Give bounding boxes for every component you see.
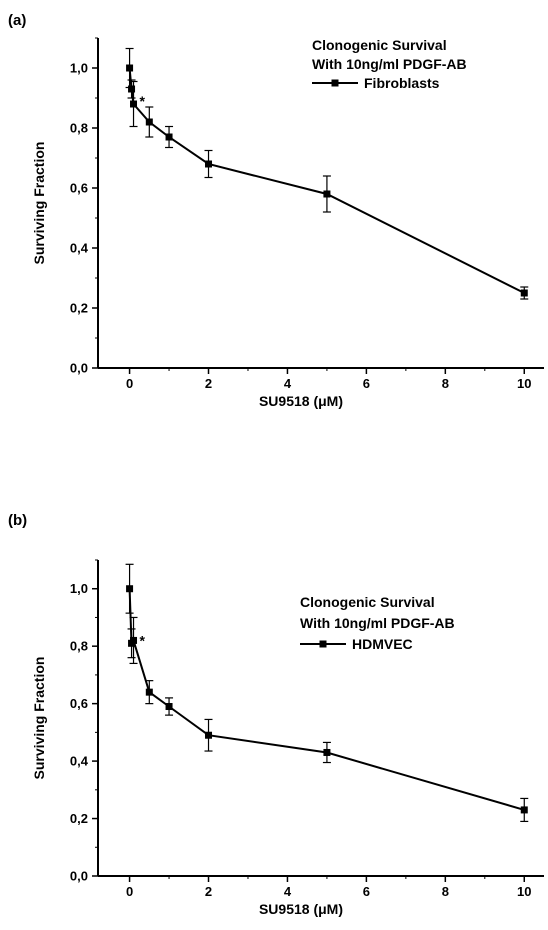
- significance-annotation: *: [140, 632, 146, 648]
- data-point: [126, 64, 134, 72]
- significance-annotation: *: [140, 93, 146, 109]
- data-point: [145, 118, 153, 126]
- x-tick-label: 6: [363, 376, 370, 391]
- x-tick-label: 2: [205, 884, 212, 899]
- data-point: [128, 85, 136, 93]
- y-tick-label: 0,0: [70, 361, 88, 376]
- chart-panel-b: (b) 0,0 0,2 0,4 0,6 0,8 1,0 0 2 4 6 8 10 SU9518 (μM)…: [0, 500, 548, 930]
- panel-label: (b): [8, 512, 28, 529]
- x-tick-label: 10: [517, 376, 531, 391]
- y-tick-label: 0,2: [70, 301, 88, 316]
- data-point: [323, 748, 331, 756]
- legend-title-line: Clonogenic Survival: [300, 594, 435, 610]
- x-tick-label: 4: [284, 884, 292, 899]
- x-tick-label: 8: [442, 376, 449, 391]
- y-tick-label: 0,4: [70, 241, 89, 256]
- legend-series-name: Fibroblasts: [364, 75, 440, 91]
- x-tick-label: 0: [126, 884, 133, 899]
- data-point: [130, 636, 138, 644]
- y-axis-title: Surviving Fraction: [31, 142, 47, 265]
- chart-panel-a: (a) 0,0 0,2 0,4 0,6 0,8 1,0 0 2 4 6 8 10 SU9518 (μM)…: [0, 0, 548, 430]
- y-tick-label: 0,6: [70, 696, 88, 711]
- y-tick-label: 0,0: [70, 869, 88, 884]
- x-tick-label: 0: [126, 376, 133, 391]
- legend-title-line: With 10ng/ml PDGF-AB: [300, 615, 455, 631]
- data-point: [520, 806, 528, 814]
- data-point: [165, 133, 173, 141]
- y-tick-label: 0,4: [70, 754, 89, 769]
- data-point: [145, 688, 153, 696]
- panel-label: (a): [8, 12, 27, 29]
- data-point: [205, 731, 213, 739]
- x-axis-title: SU9518 (μM): [259, 393, 343, 409]
- x-tick-label: 4: [284, 376, 292, 391]
- legend: Clonogenic Survival With 10ng/ml PDGF-AB F…: [312, 37, 467, 91]
- legend-series-name: HDMVEC: [352, 636, 413, 652]
- y-tick-label: 0,8: [70, 121, 88, 136]
- x-tick-label: 8: [442, 884, 449, 899]
- x-axis-title: SU9518 (μM): [259, 901, 343, 917]
- legend-title-line: Clonogenic Survival: [312, 37, 447, 53]
- data-point: [165, 703, 173, 711]
- chart-svg: 0,0 0,2 0,4 0,6 0,8 1,0 0 2 4 6 8 10 SU9518 (μM) Surv…: [31, 559, 544, 917]
- data-point: [205, 160, 213, 168]
- y-tick-label: 0,2: [70, 811, 88, 826]
- data-point: [126, 585, 134, 593]
- data-point: [323, 190, 331, 198]
- x-tick-label: 2: [205, 376, 212, 391]
- y-tick-label: 0,8: [70, 639, 88, 654]
- y-axis-title: Surviving Fraction: [31, 657, 47, 780]
- y-tick-label: 0,6: [70, 181, 88, 196]
- y-tick-label: 1,0: [70, 581, 88, 596]
- chart-svg: 0,0 0,2 0,4 0,6 0,8 1,0 0 2 4 6 8 10 SU9518 (μM) Surv…: [31, 37, 544, 409]
- legend: Clonogenic Survival With 10ng/ml PDGF-AB H…: [300, 594, 455, 652]
- x-tick-label: 6: [363, 884, 370, 899]
- x-tick-label: 10: [517, 884, 531, 899]
- data-point: [520, 289, 528, 297]
- y-tick-label: 1,0: [70, 61, 88, 76]
- legend-title-line: With 10ng/ml PDGF-AB: [312, 56, 467, 72]
- legend-marker: [331, 79, 339, 87]
- data-point: [130, 100, 138, 108]
- legend-marker: [319, 640, 327, 648]
